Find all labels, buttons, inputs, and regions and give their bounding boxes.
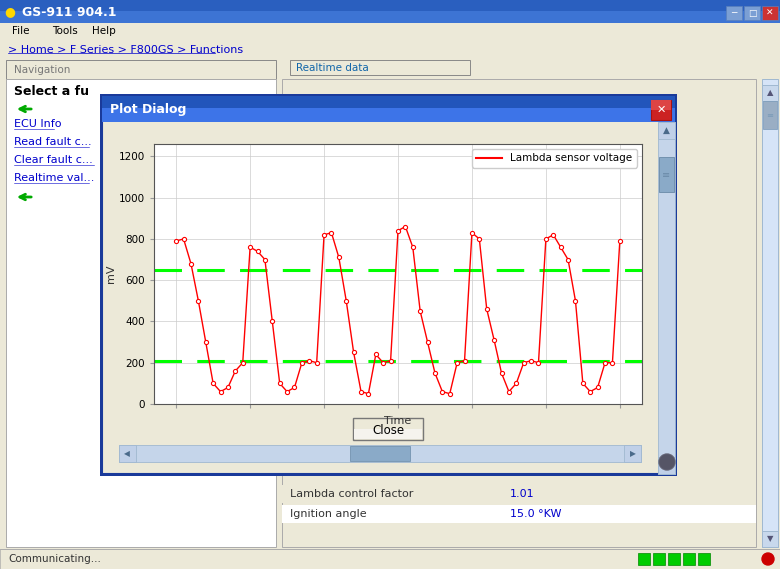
Text: Plot Dialog: Plot Dialog <box>110 102 186 116</box>
Bar <box>668 553 680 565</box>
Circle shape <box>659 454 675 470</box>
Bar <box>290 60 470 75</box>
Bar <box>0 23 780 39</box>
Bar <box>0 549 780 569</box>
Text: ECU Info: ECU Info <box>14 119 62 129</box>
Text: ▲: ▲ <box>662 126 669 134</box>
Bar <box>119 445 641 462</box>
Circle shape <box>660 455 674 469</box>
Bar <box>762 531 778 547</box>
X-axis label: Time: Time <box>385 416 412 426</box>
Bar <box>282 485 756 503</box>
Text: Help: Help <box>92 26 115 36</box>
Text: Realtime val...: Realtime val... <box>14 173 94 183</box>
Bar <box>353 418 423 440</box>
Bar <box>0 60 780 569</box>
Text: 1.01: 1.01 <box>510 489 534 499</box>
Bar <box>350 446 410 461</box>
Bar <box>653 553 665 565</box>
Text: ●: ● <box>5 6 16 19</box>
Bar <box>0 39 780 60</box>
Bar <box>0 11 780 23</box>
Text: > Home > F Series > F800GS > Functions: > Home > F Series > F800GS > Functions <box>8 45 243 55</box>
Bar <box>624 445 641 462</box>
Bar <box>638 553 650 565</box>
Bar <box>651 100 671 120</box>
Text: ≡: ≡ <box>662 170 670 180</box>
Text: ≡: ≡ <box>767 110 774 119</box>
Bar <box>698 553 710 565</box>
Circle shape <box>762 553 774 565</box>
Text: ✕: ✕ <box>766 9 774 18</box>
Text: 15.0 °KW: 15.0 °KW <box>510 509 562 519</box>
Bar <box>6 79 276 547</box>
Y-axis label: mV: mV <box>106 265 116 283</box>
Bar <box>683 553 695 565</box>
Text: GS-911 904.1: GS-911 904.1 <box>22 6 116 19</box>
Bar <box>0 39 780 41</box>
Bar <box>744 6 760 20</box>
Text: ▼: ▼ <box>662 461 669 471</box>
Bar <box>658 122 675 474</box>
Bar <box>0 0 780 23</box>
Bar <box>354 429 422 439</box>
Bar <box>658 122 675 139</box>
Text: Select a fu: Select a fu <box>14 85 89 97</box>
Legend: Lambda sensor voltage: Lambda sensor voltage <box>472 149 636 167</box>
Text: File: File <box>12 26 30 36</box>
Bar <box>119 445 136 462</box>
Bar <box>763 101 777 129</box>
Bar <box>102 96 675 474</box>
Text: Clear fault c...: Clear fault c... <box>14 155 93 165</box>
Bar <box>762 6 778 20</box>
Text: ◀: ◀ <box>124 450 130 459</box>
Bar <box>659 157 674 192</box>
Bar <box>726 6 742 20</box>
Bar <box>6 60 276 79</box>
Bar <box>102 96 675 122</box>
Text: ✕: ✕ <box>656 105 665 115</box>
Bar <box>762 85 778 101</box>
Text: Communicating...: Communicating... <box>8 554 101 564</box>
Text: ▶: ▶ <box>630 450 636 459</box>
Text: □: □ <box>748 9 757 18</box>
Text: Read fault c...: Read fault c... <box>14 137 91 147</box>
Text: Tools: Tools <box>52 26 78 36</box>
Bar <box>282 79 756 547</box>
Text: Navigation: Navigation <box>14 65 70 75</box>
Bar <box>100 94 677 476</box>
Text: Lambda control factor: Lambda control factor <box>290 489 413 499</box>
Bar <box>102 108 675 122</box>
Text: ▼: ▼ <box>767 534 773 543</box>
Text: Realtime data: Realtime data <box>296 63 369 73</box>
Text: Ignition angle: Ignition angle <box>290 509 367 519</box>
Bar <box>651 100 671 110</box>
Bar <box>282 505 756 523</box>
Bar <box>762 79 778 547</box>
Text: ─: ─ <box>732 9 736 18</box>
Bar <box>658 457 675 474</box>
Bar <box>0 60 780 79</box>
Text: Close: Close <box>372 423 404 436</box>
Text: ▲: ▲ <box>767 89 773 97</box>
